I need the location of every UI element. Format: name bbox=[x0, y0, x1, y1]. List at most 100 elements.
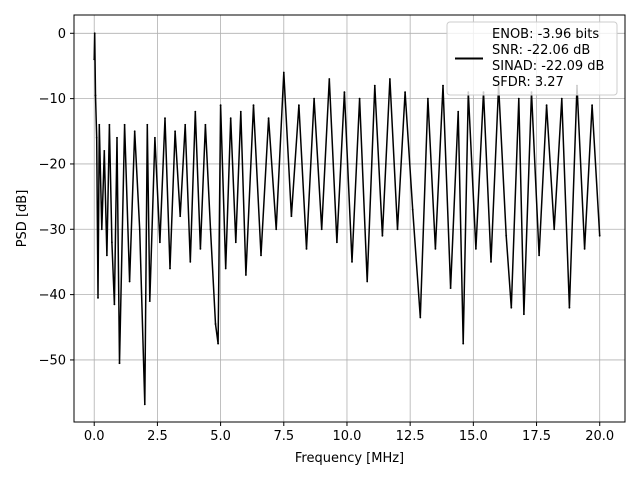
psd-data-point bbox=[358, 97, 361, 100]
psd-data-point bbox=[138, 228, 141, 231]
psd-data-point bbox=[100, 228, 103, 231]
psd-data-point bbox=[591, 104, 593, 107]
psd-data-point bbox=[560, 97, 563, 100]
psd-data-point bbox=[396, 228, 399, 231]
psd-data-point bbox=[199, 248, 202, 250]
psd-data-point bbox=[313, 97, 315, 100]
psd-data-point bbox=[113, 303, 116, 306]
psd-data-point bbox=[204, 123, 207, 126]
psd-data-point bbox=[184, 123, 187, 126]
psd-data-point bbox=[373, 84, 376, 87]
legend-line-snr: SNR: -22.06 dB bbox=[492, 43, 590, 58]
psd-data-point bbox=[154, 136, 156, 139]
y-tick-label: −40 bbox=[39, 288, 66, 303]
psd-data-point bbox=[128, 280, 131, 283]
psd-data-point bbox=[517, 97, 520, 100]
psd-data-point bbox=[146, 123, 149, 126]
y-axis-label: PSD [dB] bbox=[15, 190, 30, 248]
psd-data-point bbox=[538, 254, 540, 257]
psd-data-point bbox=[343, 91, 346, 93]
x-tick-label: 12.5 bbox=[396, 429, 425, 444]
psd-data-point bbox=[116, 136, 118, 139]
psd-data-point bbox=[219, 104, 222, 107]
psd-data-point bbox=[169, 267, 171, 270]
psd-data-point bbox=[404, 91, 406, 93]
x-axis: 0.0 2.5 5.0 7.5 10.0 12.5 15.0 17.5 20.0 bbox=[84, 422, 614, 444]
psd-data-point bbox=[98, 123, 101, 126]
psd-data-point bbox=[583, 248, 586, 250]
psd-data-point bbox=[123, 123, 126, 126]
psd-data-point bbox=[93, 32, 96, 35]
psd-data-point bbox=[229, 117, 232, 120]
psd-data-point bbox=[381, 234, 384, 237]
y-tick-label: −20 bbox=[39, 157, 66, 172]
psd-data-point bbox=[553, 228, 556, 231]
psd-data-point bbox=[411, 208, 414, 211]
x-axis-label: Frequency [MHz] bbox=[295, 451, 404, 466]
psd-data-point bbox=[305, 248, 308, 250]
psd-data-point bbox=[351, 261, 353, 263]
psd-data-point bbox=[275, 228, 278, 231]
psd-data-point bbox=[457, 110, 460, 113]
y-tick-label: −30 bbox=[39, 223, 66, 238]
psd-data-point bbox=[148, 300, 151, 302]
psd-data-point bbox=[434, 248, 437, 250]
psd-data-point bbox=[93, 58, 96, 61]
psd-data-point bbox=[118, 362, 121, 365]
y-tick-label: −50 bbox=[39, 353, 66, 368]
psd-data-point bbox=[143, 403, 146, 406]
legend-box bbox=[446, 21, 618, 96]
psd-data-point bbox=[209, 228, 212, 231]
psd-data-point bbox=[245, 274, 247, 276]
psd-data-point bbox=[260, 254, 262, 257]
x-tick-label: 15.0 bbox=[459, 429, 488, 444]
psd-data-point bbox=[298, 104, 300, 107]
psd-data-point bbox=[108, 123, 111, 126]
psd-data-point bbox=[194, 110, 197, 113]
psd-data-point bbox=[328, 78, 331, 80]
axes-frame bbox=[73, 14, 626, 423]
psd-data-point bbox=[106, 254, 108, 257]
y-axis: 0 −10 −20 −30 −40 −50 bbox=[39, 27, 74, 368]
psd-data-point bbox=[545, 104, 548, 107]
psd-data-point bbox=[490, 261, 492, 263]
psd-data-point bbox=[389, 78, 391, 80]
psd-data-point bbox=[189, 261, 192, 263]
psd-data-point bbox=[290, 215, 293, 218]
psd-data-point bbox=[217, 342, 220, 345]
psd-data-point bbox=[252, 104, 255, 107]
psd-data-point bbox=[224, 267, 227, 270]
x-tick-label: 20.0 bbox=[585, 429, 614, 444]
y-tick-label: 0 bbox=[58, 27, 66, 42]
psd-data-point bbox=[164, 117, 166, 120]
psd-data-point bbox=[523, 313, 525, 316]
psd-data-point bbox=[133, 130, 136, 133]
legend-line-sinad: SINAD: -22.09 dB bbox=[492, 59, 604, 74]
x-tick-label: 2.5 bbox=[147, 429, 168, 444]
x-tick-label: 5.0 bbox=[210, 429, 231, 444]
legend-line-enob: ENOB: -3.96 bits bbox=[492, 27, 599, 42]
psd-data-point bbox=[366, 280, 369, 283]
psd-data-point bbox=[505, 234, 508, 237]
psd-data-point bbox=[442, 84, 444, 87]
psd-data-point bbox=[427, 97, 429, 100]
psd-data-point bbox=[336, 241, 338, 244]
x-tick-label: 0.0 bbox=[84, 429, 105, 444]
plot-area bbox=[93, 32, 601, 406]
x-tick-label: 10.0 bbox=[332, 429, 361, 444]
psd-data-point bbox=[239, 110, 242, 113]
psd-data-point bbox=[462, 342, 465, 345]
legend: ENOB: -3.96 bits SNR: -22.06 dB SINAD: -… bbox=[446, 21, 618, 96]
x-tick-label: 7.5 bbox=[273, 429, 294, 444]
psd-data-point bbox=[282, 71, 285, 74]
psd-data-point bbox=[510, 306, 513, 309]
psd-data-point bbox=[97, 297, 99, 299]
psd-data-point bbox=[159, 241, 161, 244]
psd-data-point bbox=[95, 136, 98, 139]
psd-data-point bbox=[419, 316, 422, 319]
psd-data-point bbox=[94, 94, 97, 97]
psd-data-point bbox=[320, 228, 323, 231]
psd-data-point bbox=[267, 117, 270, 120]
psd-data-point bbox=[568, 306, 571, 309]
